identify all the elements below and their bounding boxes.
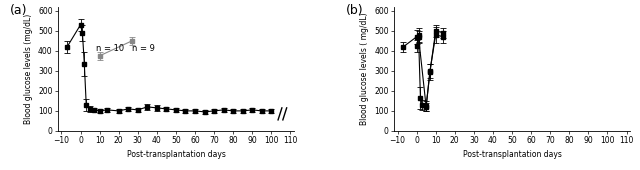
X-axis label: Post-transplantation days: Post-transplantation days	[463, 150, 561, 159]
Y-axis label: Blood glucose levels ( mg/dL): Blood glucose levels ( mg/dL)	[360, 13, 369, 125]
Y-axis label: Blood glucose levels (mg/dL): Blood glucose levels (mg/dL)	[24, 14, 33, 124]
Text: (b): (b)	[346, 4, 364, 17]
Text: n = 9: n = 9	[132, 44, 155, 53]
Text: n = 10: n = 10	[96, 44, 124, 53]
Text: (a): (a)	[10, 4, 28, 17]
X-axis label: Post-transplantation days: Post-transplantation days	[127, 150, 225, 159]
